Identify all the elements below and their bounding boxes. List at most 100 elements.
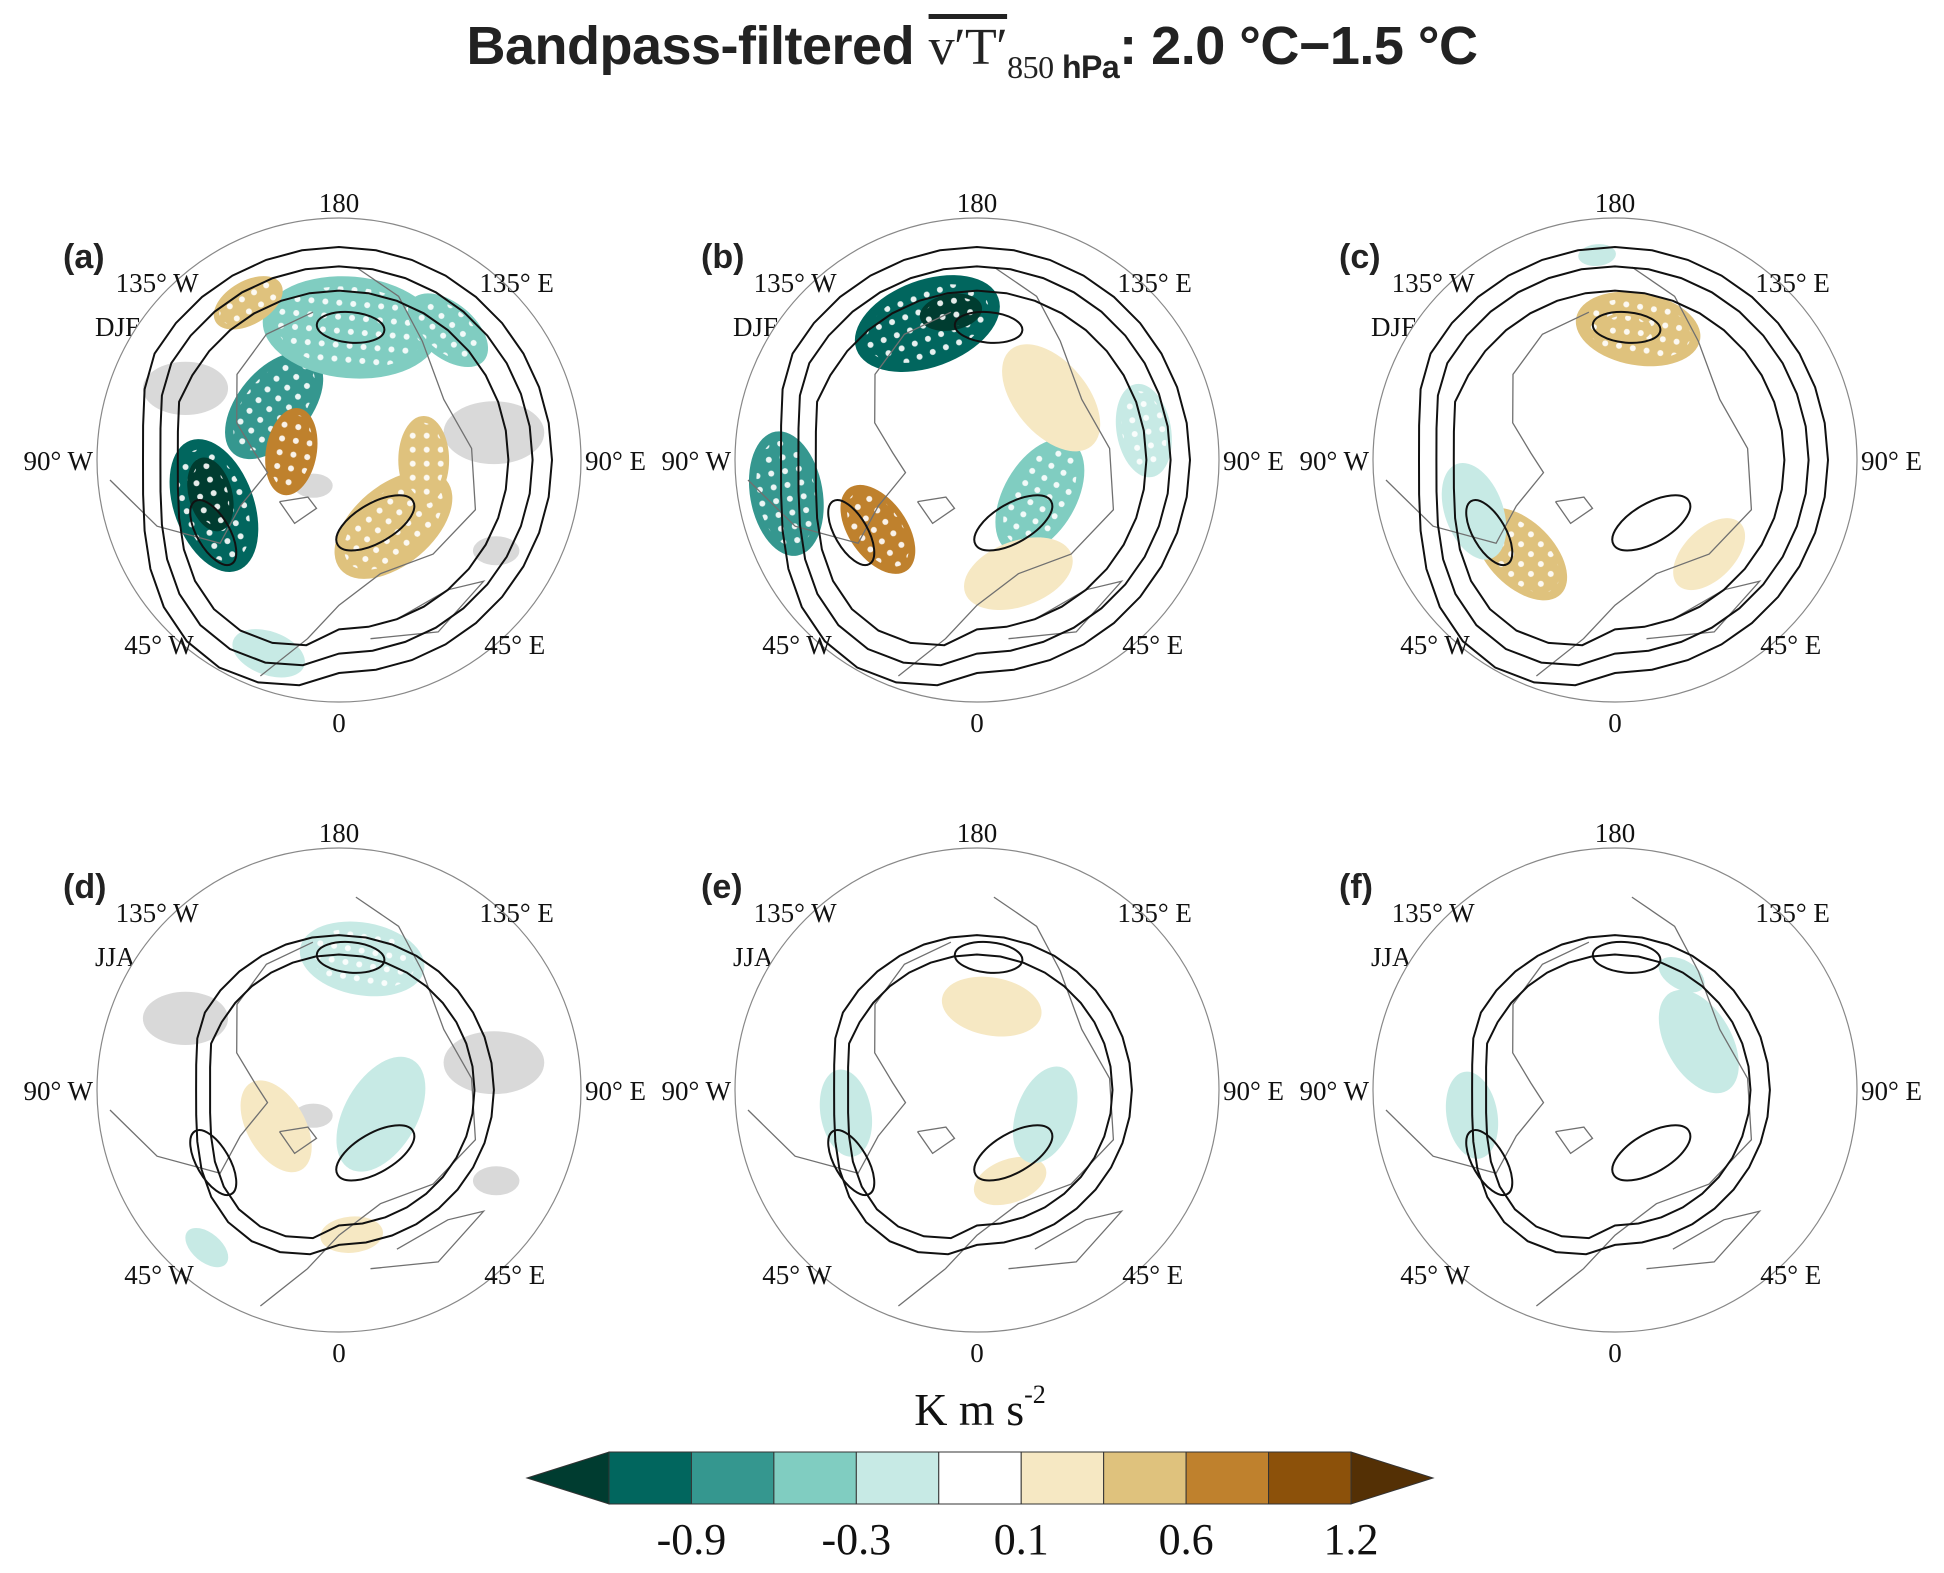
colorbar-box bbox=[1103, 1451, 1187, 1505]
contour-line bbox=[315, 310, 386, 344]
significance-stipple bbox=[756, 440, 817, 547]
contour-line bbox=[1591, 310, 1662, 344]
significance-stipple bbox=[1605, 315, 1648, 340]
title-prefix: Bandpass-filtered bbox=[466, 16, 929, 76]
coastline bbox=[747, 311, 952, 545]
anomaly-patch bbox=[1002, 344, 1101, 452]
contour-line bbox=[814, 289, 1148, 647]
contour-line bbox=[847, 953, 1114, 1240]
coastline bbox=[1385, 941, 1590, 1175]
longitude-label: 0 bbox=[970, 1338, 984, 1368]
colorbar-svg: -0.9 -0.3 0.1 0.6 1.2 bbox=[525, 1451, 1435, 1564]
longitude-label: 0 bbox=[1608, 1338, 1622, 1368]
polar-map: 180 135° E 90° E 45° E 0 45° W 90° W 135° W bbox=[1299, 188, 1922, 738]
season-label: JJA bbox=[95, 942, 136, 972]
colorbar-box bbox=[1185, 1451, 1270, 1505]
anomaly-field bbox=[819, 976, 1078, 1206]
coastline bbox=[109, 941, 314, 1175]
climatology-contours bbox=[1417, 245, 1830, 687]
coastline bbox=[916, 1126, 956, 1155]
longitude-label: 180 bbox=[319, 188, 360, 218]
polar-map: 180 135° E 90° E 45° E 0 45° W 90° W 135° W bbox=[1299, 818, 1922, 1368]
title-level: 850 hPa bbox=[1007, 49, 1120, 85]
colorbar-box bbox=[608, 1451, 692, 1505]
polar-map: 180 135° E 90° E 45° E 0 45° W 90° W 135° W bbox=[23, 818, 646, 1368]
map-boundary bbox=[96, 217, 582, 703]
colorbar-box bbox=[773, 1451, 857, 1505]
contour-line bbox=[1435, 265, 1810, 667]
significance-stipple bbox=[276, 286, 425, 369]
colorbar-tick-label: 1.2 bbox=[1324, 1515, 1379, 1564]
coastlines bbox=[747, 896, 1124, 1307]
masked-land-patch bbox=[443, 401, 545, 465]
longitude-label: 180 bbox=[1595, 818, 1636, 848]
colorbar-tick-label: -0.3 bbox=[822, 1515, 892, 1564]
longitude-label: 0 bbox=[332, 1338, 346, 1368]
longitude-label: 180 bbox=[319, 818, 360, 848]
significance-stipple bbox=[219, 280, 278, 325]
longitude-label: 90° E bbox=[1223, 1076, 1284, 1106]
significance-stipple bbox=[270, 414, 313, 489]
longitude-label: 135° E bbox=[479, 898, 554, 928]
longitude-label: 45° E bbox=[1122, 630, 1183, 660]
longitude-label: 135° E bbox=[1117, 898, 1192, 928]
longitude-label: 90° E bbox=[585, 446, 646, 476]
masked-land-patch bbox=[472, 1166, 520, 1196]
anomaly-patch bbox=[819, 1069, 873, 1157]
map-content bbox=[1373, 218, 1857, 702]
coastline bbox=[1535, 266, 1753, 677]
colorbar-units: K m s-2 bbox=[914, 1380, 1046, 1435]
climatology-contours bbox=[827, 934, 1133, 1256]
longitude-label: 45° W bbox=[124, 630, 194, 660]
coastlines bbox=[1385, 266, 1762, 677]
contour-line bbox=[1465, 499, 1514, 567]
longitude-label: 135° E bbox=[1755, 268, 1830, 298]
longitude-label: 135° W bbox=[1392, 268, 1476, 298]
longitude-label: 45° E bbox=[484, 1260, 545, 1290]
longitude-label: 45° E bbox=[1760, 1260, 1821, 1290]
longitude-label: 180 bbox=[957, 188, 998, 218]
contour-line bbox=[973, 494, 1054, 552]
colorbar-box bbox=[1268, 1451, 1352, 1505]
panel-label: (b) bbox=[701, 238, 745, 276]
anomaly-patch bbox=[941, 976, 1042, 1037]
anomaly-patch bbox=[232, 629, 305, 678]
map-panel-a: (a)CPL-20 - CPL-15DJF180135° E90° E45° E… bbox=[21, 120, 657, 760]
polar-map: 180 135° E 90° E 45° E 0 45° W 90° W 135° W bbox=[661, 188, 1284, 738]
longitude-label: 135° W bbox=[116, 268, 200, 298]
longitude-label: 180 bbox=[957, 818, 998, 848]
longitude-label: 90° W bbox=[1299, 446, 1369, 476]
contour-line bbox=[973, 1124, 1054, 1182]
longitude-label: 90° E bbox=[1861, 1076, 1922, 1106]
map-boundary bbox=[734, 217, 1220, 703]
contour-line bbox=[141, 245, 554, 687]
longitude-label: 180 bbox=[1595, 188, 1636, 218]
coastline bbox=[1646, 580, 1762, 640]
contour-line bbox=[1465, 1129, 1514, 1197]
longitude-label: 90° W bbox=[23, 446, 93, 476]
contour-line bbox=[779, 245, 1192, 687]
coastlines bbox=[747, 266, 1124, 677]
contour-line bbox=[1611, 494, 1692, 552]
longitude-label: 90° W bbox=[23, 1076, 93, 1106]
polar-map: 180 135° E 90° E 45° E 0 45° W 90° W 135° W bbox=[661, 818, 1284, 1368]
colorbar-extend-min bbox=[525, 1451, 610, 1505]
colorbar: K m s-2 -0.9 -0.3 0.1 0.6 1.2 bbox=[520, 1370, 1440, 1568]
coastlines bbox=[1385, 896, 1762, 1307]
masked-land-patch bbox=[472, 536, 520, 566]
coastline bbox=[259, 266, 477, 677]
contour-line bbox=[335, 494, 416, 552]
anomaly-patch bbox=[1658, 989, 1739, 1094]
coastline bbox=[278, 1126, 318, 1155]
colorbar-tick-label: 0.6 bbox=[1159, 1515, 1214, 1564]
coastlines bbox=[109, 266, 486, 677]
longitude-label: 90° W bbox=[661, 446, 731, 476]
colorbar-tick-label: 0.1 bbox=[994, 1515, 1049, 1564]
map-content bbox=[97, 848, 581, 1332]
anomaly-patch bbox=[973, 1156, 1047, 1206]
colorbar-extend-max bbox=[1350, 1451, 1435, 1505]
contour-line bbox=[1611, 1124, 1692, 1182]
panel-label: (f) bbox=[1339, 868, 1373, 906]
map-boundary bbox=[96, 847, 582, 1333]
masked-land-patch bbox=[142, 991, 229, 1046]
